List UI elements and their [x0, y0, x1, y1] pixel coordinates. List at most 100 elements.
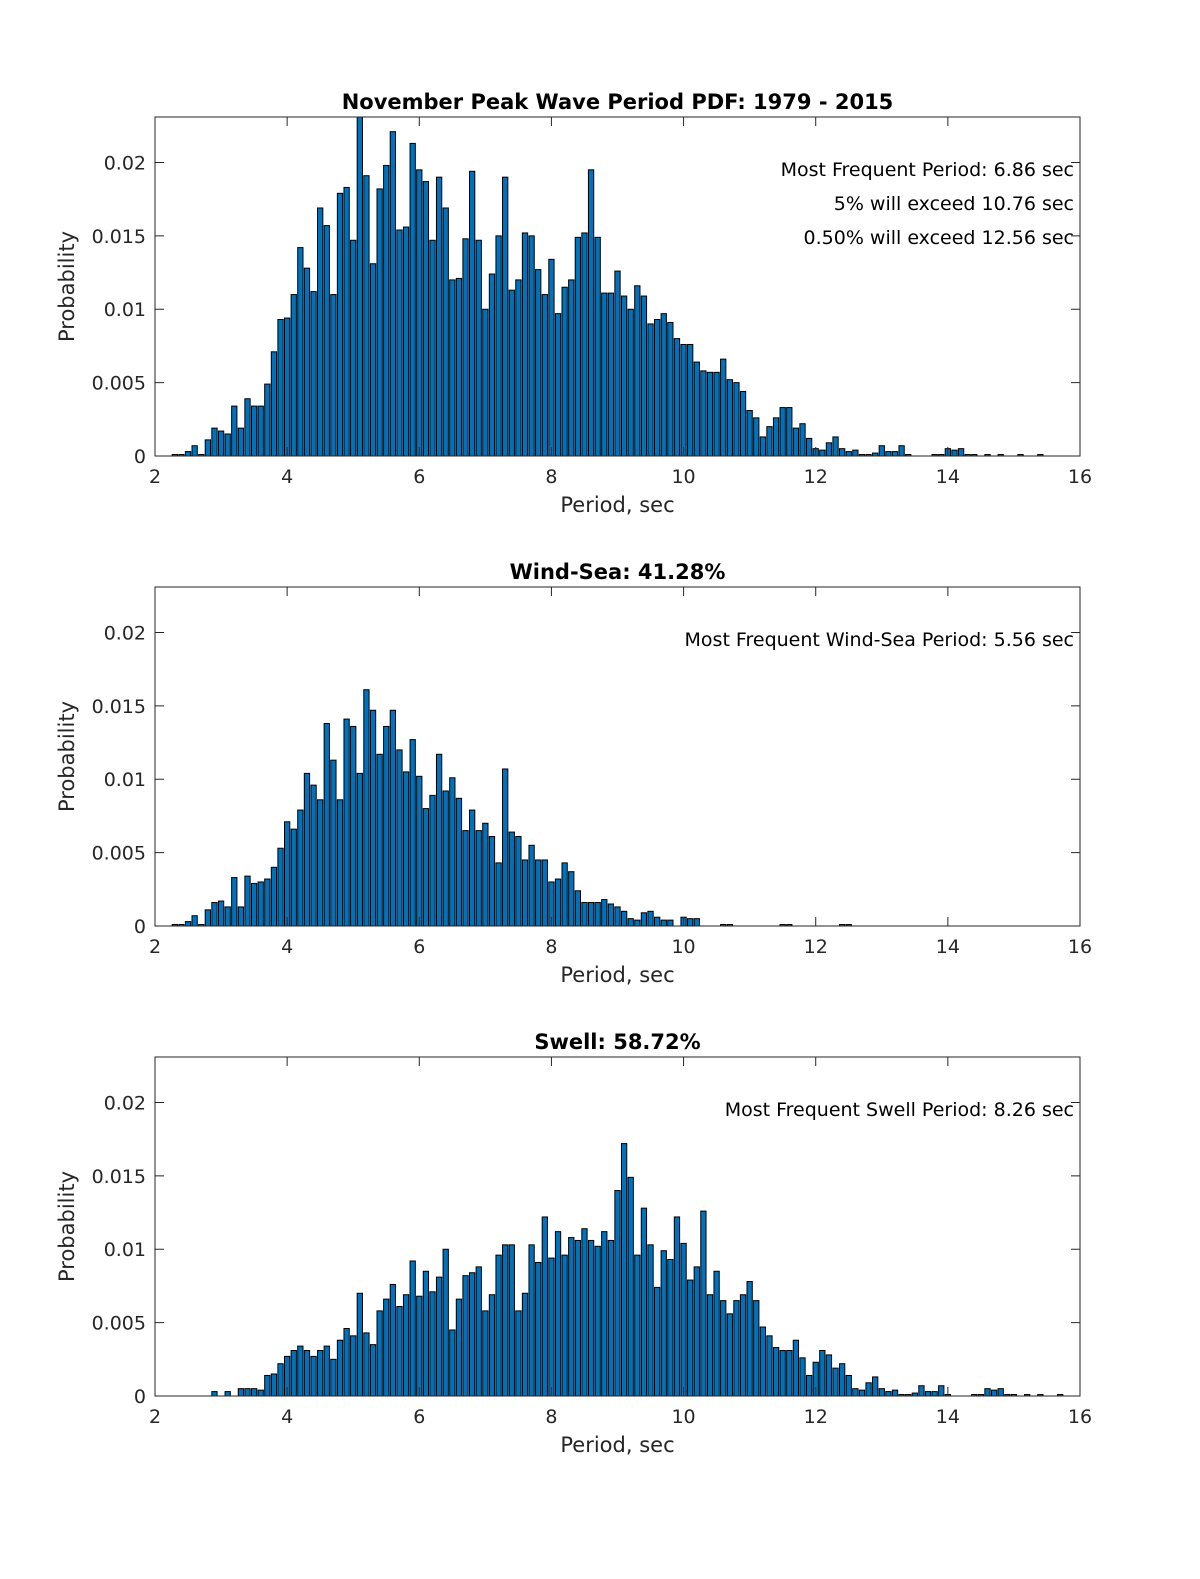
bar: [647, 323, 654, 457]
bar: [515, 1310, 522, 1397]
bar: [449, 279, 456, 457]
bar: [640, 1207, 648, 1397]
bar: [957, 448, 965, 457]
bar: [587, 1239, 595, 1397]
bar: [389, 709, 396, 927]
chart-title: Swell: 58.72%: [534, 1030, 700, 1054]
x-tick-label: 16: [1068, 936, 1092, 958]
bar: [852, 1388, 859, 1397]
bar: [237, 906, 245, 927]
bar: [924, 1391, 932, 1397]
bar: [217, 430, 225, 457]
x-tick-label: 10: [671, 466, 695, 488]
y-tick-label: 0.02: [104, 1092, 146, 1114]
bar: [739, 1294, 747, 1397]
annotation: Most Frequent Swell Period: 8.26 sec: [725, 1099, 1074, 1121]
bar: [825, 1354, 833, 1397]
x-tick-label: 4: [281, 1406, 293, 1428]
bar: [627, 918, 634, 927]
x-tick-label: 14: [936, 466, 960, 488]
annotation: Most Frequent Period: 6.86 sec: [781, 159, 1074, 181]
bar: [568, 279, 575, 457]
bar: [369, 1344, 377, 1397]
bar: [429, 1291, 436, 1397]
bar: [647, 910, 654, 927]
bar: [786, 1350, 793, 1397]
bar: [469, 809, 476, 927]
bar: [878, 445, 885, 457]
bar: [554, 313, 562, 457]
x-tick-label: 12: [804, 936, 828, 958]
x-tick-label: 6: [413, 936, 425, 958]
bar: [680, 343, 687, 457]
bar: [277, 319, 284, 457]
bar: [270, 1373, 278, 1397]
bar: [290, 1350, 297, 1397]
bar: [310, 1355, 317, 1397]
bar: [383, 164, 390, 457]
bar: [620, 295, 628, 457]
x-axis-label: Period, sec: [560, 963, 674, 987]
bar: [250, 1388, 258, 1397]
y-tick-label: 0.005: [92, 843, 146, 865]
bar: [541, 859, 548, 927]
bar: [376, 1310, 383, 1397]
bar: [435, 753, 443, 927]
bar: [640, 295, 648, 457]
bar: [237, 1388, 245, 1397]
bar: [488, 1294, 496, 1397]
bar: [680, 1242, 687, 1397]
bar: [422, 181, 430, 457]
bar: [746, 1281, 753, 1397]
bar: [700, 370, 707, 457]
bar: [442, 790, 449, 927]
bar: [290, 294, 297, 457]
bar: [528, 844, 535, 927]
bar: [687, 918, 694, 927]
x-tick-label: 4: [281, 466, 293, 488]
bar: [574, 890, 582, 927]
x-tick-label: 2: [149, 466, 161, 488]
bar: [805, 1374, 813, 1397]
chart-title: Wind-Sea: 41.28%: [510, 560, 726, 584]
x-tick-label: 16: [1068, 1406, 1092, 1428]
chart-panel-2: 2 4 6 8 10 12 14 16 0 0.005 0.01 0.015 0.02 Wind-Sea:…: [55, 560, 1092, 987]
bar: [872, 1376, 879, 1397]
bar: [191, 915, 198, 927]
bar: [330, 294, 337, 457]
bar: [779, 1350, 786, 1397]
bar: [515, 835, 522, 927]
bar: [521, 1292, 529, 1397]
x-axis-label: Period, sec: [560, 1433, 674, 1457]
bar: [323, 722, 330, 927]
axes-box: [154, 1056, 1081, 1397]
y-tick-label: 0.005: [92, 373, 146, 395]
bar: [317, 799, 324, 927]
bar: [495, 1254, 502, 1397]
chart-panel-3: 2 4 6 8 10 12 14 16 0 0.005 0.01 0.015 0.02 Swell: 58…: [55, 1030, 1092, 1457]
y-tick-label: 0: [134, 446, 146, 468]
bar: [191, 445, 198, 457]
bar: [310, 784, 317, 927]
bar: [303, 772, 311, 927]
bar: [667, 1259, 674, 1397]
bar: [548, 258, 555, 457]
bar: [317, 1350, 324, 1397]
bar: [713, 1270, 720, 1397]
bar: [469, 1272, 476, 1397]
bar: [766, 1335, 773, 1397]
bar: [336, 799, 344, 927]
bar: [574, 236, 582, 457]
bar: [687, 1279, 694, 1397]
bar: [693, 361, 700, 457]
bar: [330, 759, 337, 927]
bar: [541, 294, 548, 457]
bar: [402, 1294, 410, 1397]
bar: [554, 1231, 562, 1397]
x-tick-label: 6: [413, 1406, 425, 1428]
bar: [297, 247, 304, 457]
bar: [257, 1389, 264, 1397]
bar: [891, 451, 899, 457]
bar: [244, 875, 251, 927]
bar: [250, 405, 258, 457]
